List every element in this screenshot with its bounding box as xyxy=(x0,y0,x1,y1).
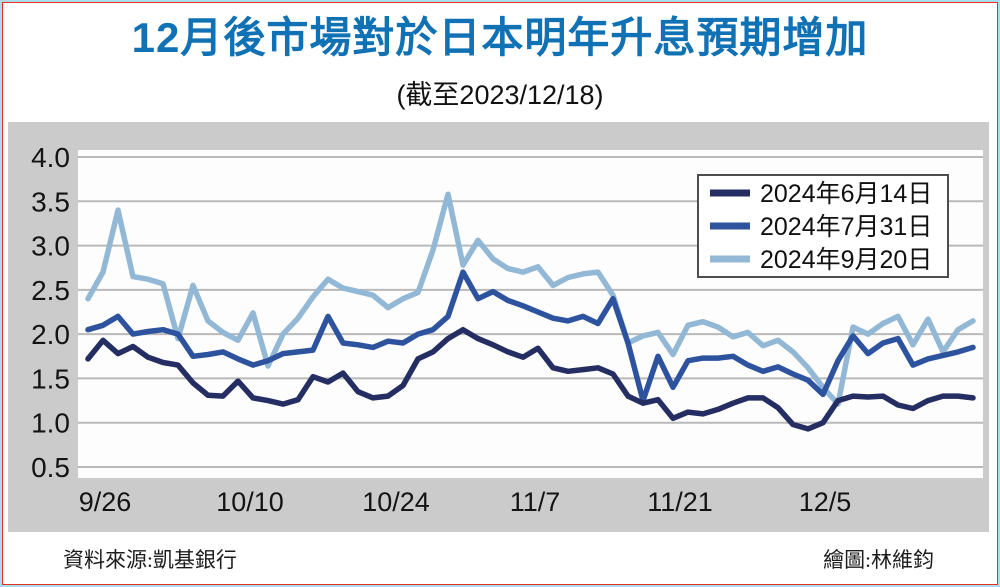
series-line-2024年6月14日 xyxy=(85,326,976,432)
series-line-2024年7月31日 xyxy=(85,269,976,404)
legend-label-3: 2024年9月20日 xyxy=(760,246,932,274)
x-axis-tick-label: 10/24 xyxy=(362,487,430,517)
chart-subtitle: (截至2023/12/18) xyxy=(396,80,604,110)
y-axis-tick-label: 1.0 xyxy=(31,408,70,439)
y-axis-tick-label: 2.0 xyxy=(31,319,70,350)
y-axis-tick-label: 3.5 xyxy=(31,186,70,217)
chart-title: 12月後市場對於日本明年升息預期增加 xyxy=(131,14,869,61)
x-axis-tick-label: 11/7 xyxy=(510,487,561,517)
line-chart: 4.0 3.5 3.0 2.5 2.0 1.5 1.0 0.5 9/26 10/10 10/24 11… xyxy=(31,142,983,517)
legend-label-1: 2024年6月14日 xyxy=(760,180,932,208)
x-axis-tick-label: 12/5 xyxy=(799,487,852,517)
chart-area: 4.0 3.5 3.0 2.5 2.0 1.5 1.0 0.5 9/26 10/10 10/24 11… xyxy=(8,122,989,532)
y-axis-tick-label: 0.5 xyxy=(31,452,70,483)
legend-label-2: 2024年7月31日 xyxy=(760,213,932,241)
x-axis-tick-label: 11/21 xyxy=(647,487,713,517)
page: 12月後市場對於日本明年升息預期增加 (截至2023/12/18) 4.0 3.5… xyxy=(5,5,995,582)
x-axis-tick-label: 9/26 xyxy=(79,487,132,517)
x-axis-tick-label: 10/10 xyxy=(216,487,284,517)
y-axis-tick-label: 3.0 xyxy=(31,231,70,262)
footer: 資料來源:凱基銀行 繪圖:林維鈞 xyxy=(8,538,989,576)
data-source-label: 資料來源:凱基銀行 xyxy=(63,548,237,572)
y-axis-tick-label: 4.0 xyxy=(31,142,70,173)
y-axis-tick-label: 1.5 xyxy=(31,363,70,394)
credit-label: 繪圖:林維鈞 xyxy=(823,548,934,572)
y-axis-tick-label: 2.5 xyxy=(31,275,70,306)
